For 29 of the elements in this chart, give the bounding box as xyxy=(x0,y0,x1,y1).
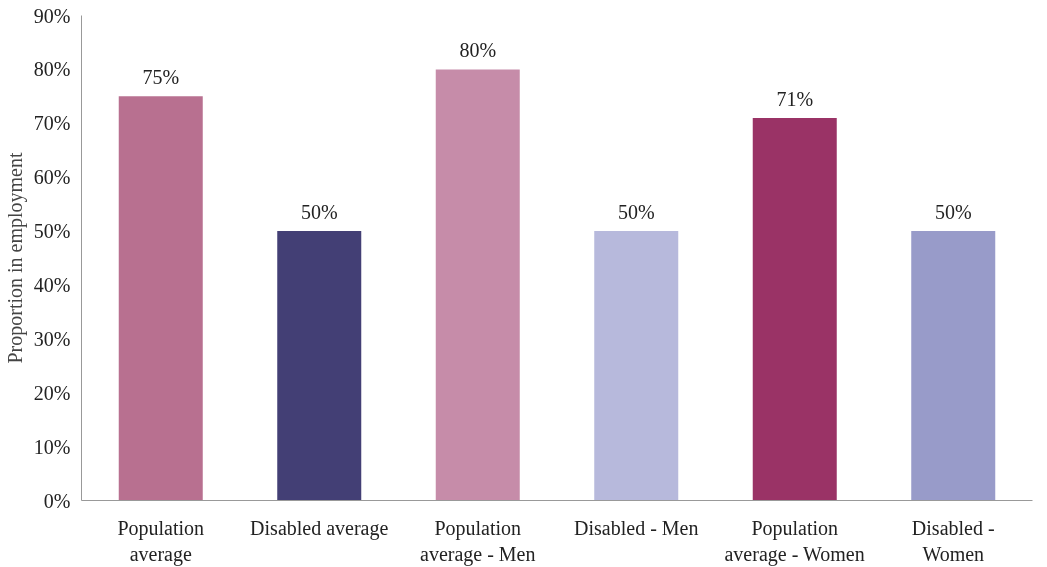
bar xyxy=(277,231,362,501)
bar xyxy=(911,231,996,501)
data-label: 75% xyxy=(142,66,180,89)
bar xyxy=(752,117,837,501)
x-tick-label: Population average - Women xyxy=(724,516,865,566)
y-tick-label: 40% xyxy=(33,273,71,296)
x-tick-label: Population average - Men xyxy=(420,516,536,566)
data-label: 71% xyxy=(776,87,814,110)
bar xyxy=(594,231,679,501)
y-tick-label: 10% xyxy=(33,435,71,458)
x-tick-label: Disabled - Men xyxy=(574,516,699,539)
y-tick-label: 30% xyxy=(33,327,71,350)
data-label: 50% xyxy=(934,201,972,224)
data-label: 50% xyxy=(617,201,655,224)
y-axis-title: Proportion in employment xyxy=(3,152,27,364)
y-tick-label: 70% xyxy=(33,112,71,135)
bar xyxy=(435,69,520,501)
x-tick-label: Population average xyxy=(117,516,205,566)
y-tick-label: 50% xyxy=(33,220,71,243)
y-tick-label: 0% xyxy=(43,489,71,512)
x-tick-label: Disabled average xyxy=(250,516,389,540)
bar xyxy=(118,96,203,501)
data-label: 80% xyxy=(459,39,497,62)
y-tick-label: 60% xyxy=(33,166,71,189)
y-tick-label: 80% xyxy=(33,58,71,81)
x-tick-label: Disabled - Women xyxy=(911,516,995,565)
data-label: 50% xyxy=(300,201,338,224)
y-tick-label: 20% xyxy=(33,381,71,404)
y-tick-label: 90% xyxy=(33,4,71,27)
